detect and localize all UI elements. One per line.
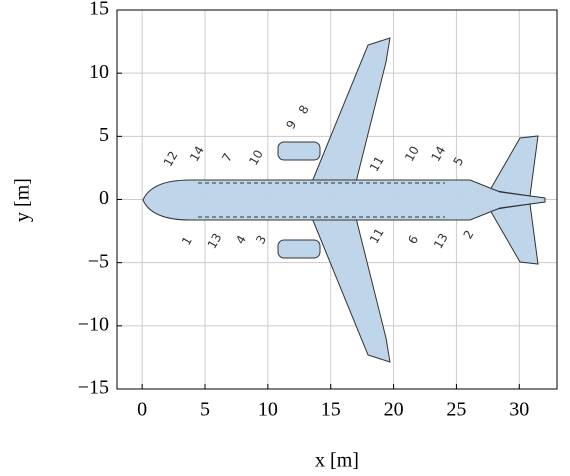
part-label: 10 bbox=[402, 144, 422, 164]
x-tick-label: 25 bbox=[446, 399, 466, 421]
x-tick-label: 0 bbox=[137, 399, 147, 421]
y-tick-label: −15 bbox=[78, 377, 109, 399]
y-tick-label: 5 bbox=[99, 124, 109, 146]
tail-upper bbox=[489, 135, 539, 197]
y-tick-label: −10 bbox=[78, 313, 109, 335]
engine-upper bbox=[277, 141, 321, 161]
part-label: 8 bbox=[296, 103, 312, 117]
part-label: 1 bbox=[179, 234, 195, 248]
part-label: 5 bbox=[451, 155, 467, 169]
part-label: 2 bbox=[461, 228, 477, 242]
part-label: 14 bbox=[429, 144, 449, 164]
engine-lower bbox=[277, 239, 321, 259]
part-label: 11 bbox=[367, 226, 387, 246]
part-label: 11 bbox=[367, 154, 387, 174]
x-tick-label: 30 bbox=[509, 399, 529, 421]
part-label: 10 bbox=[246, 147, 266, 167]
part-label: 7 bbox=[219, 151, 235, 165]
part-label: 13 bbox=[205, 231, 225, 251]
part-label: 13 bbox=[431, 231, 451, 251]
aircraft-drawing bbox=[142, 37, 546, 363]
part-label: 4 bbox=[233, 233, 249, 247]
x-tick-label: 10 bbox=[258, 399, 278, 421]
part-label: 3 bbox=[253, 233, 269, 247]
part-label: 9 bbox=[283, 118, 299, 132]
part-label: 6 bbox=[405, 233, 421, 247]
x-tick-label: 20 bbox=[384, 399, 404, 421]
y-tick-label: 15 bbox=[89, 0, 109, 20]
part-label: 14 bbox=[187, 144, 207, 164]
y-tick-label: −5 bbox=[88, 250, 109, 272]
tail-lower bbox=[489, 203, 539, 265]
y-tick-label: 0 bbox=[99, 187, 109, 209]
part-label: 12 bbox=[161, 149, 181, 169]
x-tick-label: 15 bbox=[321, 399, 341, 421]
x-tick-label: 5 bbox=[200, 399, 210, 421]
y-axis-label: y [m] bbox=[12, 178, 34, 222]
y-tick-label: 10 bbox=[89, 61, 109, 83]
x-axis-label: x [m] bbox=[315, 450, 359, 472]
fuselage bbox=[142, 179, 546, 221]
